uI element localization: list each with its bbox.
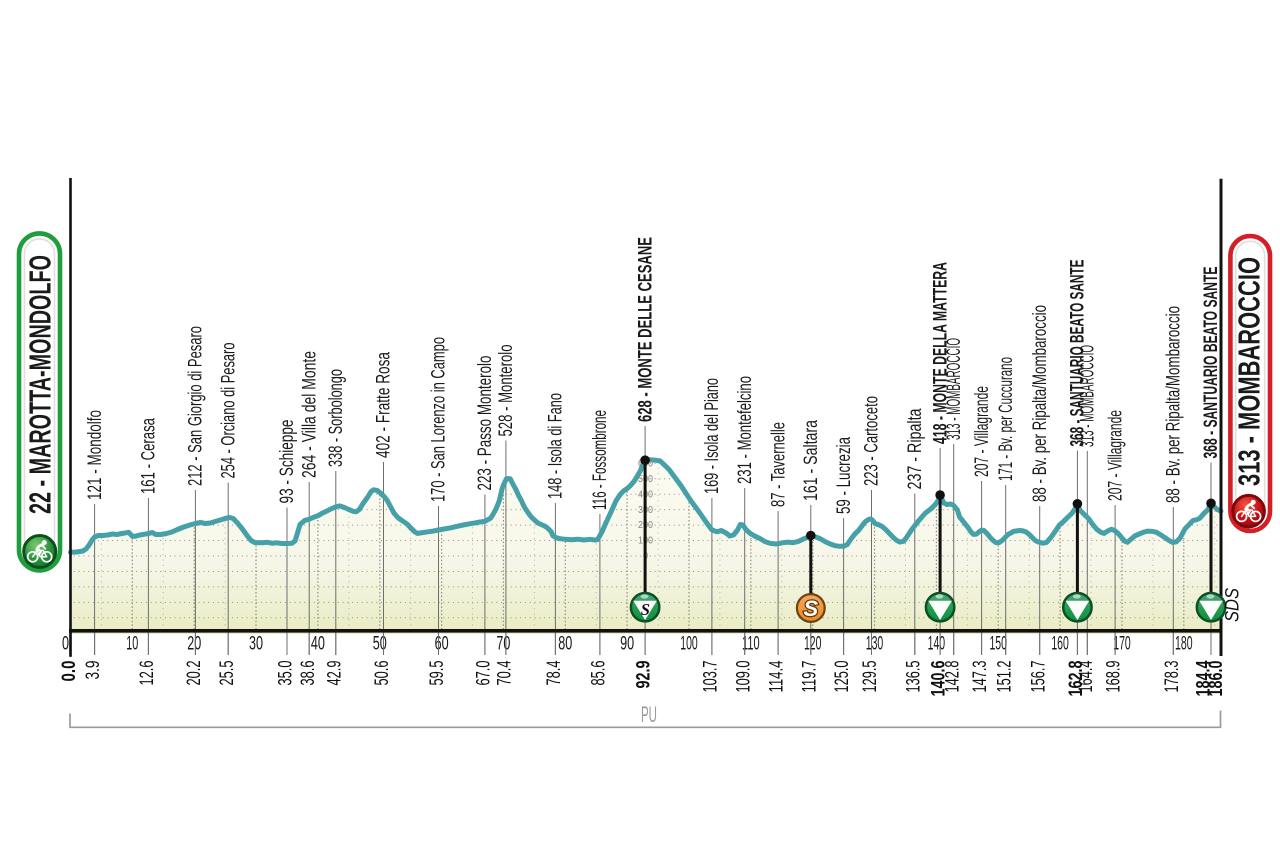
svg-text:169 - Isola del Piano: 169 - Isola del Piano: [701, 378, 723, 494]
svg-text:85.6: 85.6: [589, 661, 610, 686]
svg-text:170: 170: [1113, 634, 1131, 655]
svg-text:50.6: 50.6: [372, 661, 393, 686]
svg-text:121 - Mondolfo: 121 - Mondolfo: [84, 410, 106, 500]
svg-text:70.4: 70.4: [495, 660, 516, 685]
svg-text:88 - Bv. per Ripalta/Mombarocc: 88 - Bv. per Ripalta/Mombaroccio: [1163, 306, 1185, 503]
svg-text:231 - Montefelcino: 231 - Montefelcino: [734, 376, 756, 484]
svg-text:114.4: 114.4: [767, 660, 788, 692]
svg-text:368 - SANTUARIO BEATO SANTE: 368 - SANTUARIO BEATO SANTE: [1200, 267, 1222, 459]
svg-text:313 - MOMBAROCCIO: 313 - MOMBAROCCIO: [1232, 257, 1267, 486]
svg-text:100: 100: [680, 634, 698, 655]
svg-text:160: 160: [1051, 634, 1069, 655]
svg-text:PU: PU: [641, 702, 657, 727]
svg-text:207 - Villagrande: 207 - Villagrande: [1104, 410, 1126, 501]
svg-text:223 - Passo Monterolo: 223 - Passo Monterolo: [474, 355, 496, 490]
svg-text:110: 110: [742, 634, 760, 655]
svg-text:402 - Fratte Rosa: 402 - Fratte Rosa: [373, 352, 395, 458]
svg-text:418 - MONTE DELLA MATTERA: 418 - MONTE DELLA MATTERA: [929, 262, 951, 444]
svg-text:3.9: 3.9: [83, 661, 104, 680]
svg-text:164.4: 164.4: [1076, 660, 1097, 692]
svg-text:170 - San Lorenzo in Campo: 170 - San Lorenzo in Campo: [428, 337, 450, 502]
svg-text:151.2: 151.2: [994, 661, 1015, 693]
svg-text:12.6: 12.6: [137, 661, 158, 686]
svg-text:119.7: 119.7: [799, 661, 820, 693]
svg-text:S: S: [803, 596, 818, 621]
svg-text:368 - SANTUARIO BEATO SANTE: 368 - SANTUARIO BEATO SANTE: [1067, 260, 1089, 447]
svg-text:0.0: 0.0: [59, 661, 80, 682]
svg-text:S: S: [803, 596, 818, 621]
svg-text:254 - Orciano di Pesaro: 254 - Orciano di Pesaro: [217, 342, 239, 478]
svg-text:156.7: 156.7: [1028, 661, 1049, 693]
svg-text:S: S: [641, 600, 650, 619]
svg-text:109.0: 109.0: [733, 661, 754, 693]
svg-text:147.3: 147.3: [970, 661, 991, 693]
svg-text:SDS: SDS: [1223, 588, 1244, 622]
svg-text:116 - Fossombrone: 116 - Fossombrone: [589, 410, 611, 510]
svg-text:178.3: 178.3: [1162, 661, 1183, 693]
svg-text:528 - Monterolo: 528 - Monterolo: [495, 344, 517, 436]
svg-text:237 - Ripalta: 237 - Ripalta: [904, 408, 926, 489]
svg-text:129.5: 129.5: [860, 661, 881, 693]
svg-text:142.8: 142.8: [942, 661, 963, 693]
svg-text:148 - Isola di Fano: 148 - Isola di Fano: [545, 393, 567, 499]
svg-text:140: 140: [928, 634, 946, 655]
svg-text:42.9: 42.9: [324, 661, 345, 686]
svg-text:10: 10: [126, 634, 138, 655]
svg-text:313 - MOMBAROCCIO: 313 - MOMBAROCCIO: [943, 338, 965, 440]
svg-text:168.9: 168.9: [1104, 661, 1125, 693]
svg-text:20.2: 20.2: [184, 661, 205, 686]
svg-text:59.5: 59.5: [427, 661, 448, 686]
svg-text:38.6: 38.6: [298, 661, 319, 686]
svg-text:90: 90: [620, 634, 634, 655]
svg-text:161 - Cerasa: 161 - Cerasa: [138, 418, 160, 494]
svg-text:184.4: 184.4: [1193, 660, 1214, 696]
svg-text:223 - Cartoceto: 223 - Cartoceto: [861, 396, 883, 486]
svg-text:313 - MOMBAROCCIO: 313 - MOMBAROCCIO: [1077, 345, 1099, 447]
svg-text:20: 20: [187, 634, 201, 655]
svg-text:78.4: 78.4: [544, 660, 565, 685]
svg-text:35.0: 35.0: [276, 661, 297, 686]
svg-text:0: 0: [62, 634, 69, 655]
svg-text:338 - Sorbolongo: 338 - Sorbolongo: [325, 369, 347, 467]
svg-text:93 - Schieppe: 93 - Schieppe: [276, 420, 298, 504]
svg-text:171 - Bv. per Cuccurano: 171 - Bv. per Cuccurano: [995, 357, 1017, 481]
svg-text:212 - San Giorgio di Pesaro: 212 - San Giorgio di Pesaro: [185, 326, 207, 486]
svg-text:92.9: 92.9: [634, 661, 655, 689]
svg-text:80: 80: [558, 634, 572, 655]
svg-text:180: 180: [1175, 634, 1193, 655]
svg-text:88 - Bv. per Ripalta/Mombarocc: 88 - Bv. per Ripalta/Mombaroccio: [1029, 305, 1051, 502]
svg-text:120: 120: [804, 634, 822, 655]
svg-text:60: 60: [435, 634, 449, 655]
svg-text:186.0: 186.0: [1206, 661, 1227, 697]
svg-text:59 - Lucrezia: 59 - Lucrezia: [833, 437, 855, 514]
svg-text:22 - MAROTTA-MONDOLFO: 22 - MAROTTA-MONDOLFO: [23, 255, 58, 514]
svg-text:150: 150: [989, 634, 1007, 655]
svg-text:161 - Saltara: 161 - Saltara: [800, 420, 822, 501]
svg-text:136.5: 136.5: [903, 661, 924, 693]
svg-text:103.7: 103.7: [701, 661, 722, 693]
svg-text:628 - MONTE DELLE CESANE: 628 - MONTE DELLE CESANE: [634, 237, 656, 422]
svg-text:130: 130: [866, 634, 884, 655]
svg-text:67.0: 67.0: [474, 661, 495, 686]
svg-text:25.5: 25.5: [217, 661, 238, 686]
svg-text:70: 70: [496, 634, 510, 655]
svg-text:50: 50: [373, 634, 387, 655]
svg-text:40: 40: [311, 634, 325, 655]
svg-text:207 - Villagrande: 207 - Villagrande: [971, 386, 993, 477]
svg-text:162.8: 162.8: [1066, 661, 1087, 697]
svg-text:140.6: 140.6: [929, 661, 950, 697]
svg-text:125.0: 125.0: [832, 661, 853, 693]
svg-text:30: 30: [249, 634, 263, 655]
svg-text:87 - Tavernelle: 87 - Tavernelle: [767, 422, 789, 507]
svg-text:264 - Villa del Monte: 264 - Villa del Monte: [298, 351, 320, 478]
